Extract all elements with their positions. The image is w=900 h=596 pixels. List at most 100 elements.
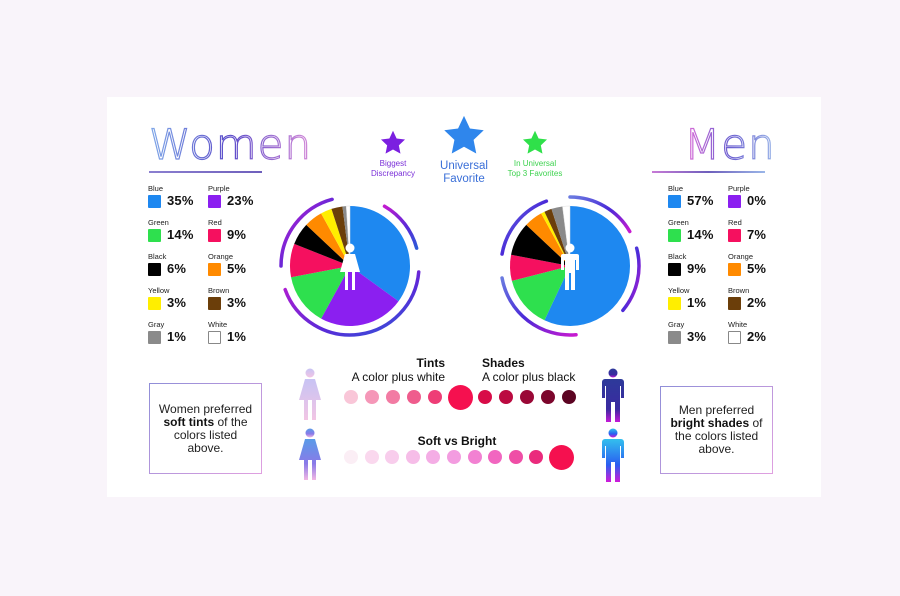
legend-item-black: Black 9% [668, 252, 728, 282]
color-dot [405, 450, 420, 464]
color-dot [344, 390, 358, 404]
pie-slice-blue [350, 206, 410, 302]
legend-label: White [728, 320, 748, 329]
tints-subtitle: A color plus white [351, 370, 445, 384]
pie-outer-ring [621, 246, 641, 313]
women-note-text: Women preferred soft tints of the colors… [158, 401, 253, 455]
men-note: Men preferred bright shades of the color… [660, 386, 773, 474]
color-dot [364, 450, 379, 464]
pie-slice-black [294, 224, 350, 266]
universal-favorite-label: Universal Favorite [429, 160, 499, 186]
color-dot [478, 390, 492, 404]
women-note: Women preferred soft tints of the colors… [149, 383, 262, 474]
legend-value: 2% [747, 329, 767, 344]
legend-label: Green [148, 218, 169, 227]
note-bold: soft tints [163, 414, 215, 429]
women-pie-chart [279, 197, 421, 337]
color-dot [520, 390, 534, 404]
svg-text:Women: Women [149, 121, 309, 169]
legend-value: 9% [687, 261, 707, 276]
legend-item-purple: Purple 0% [728, 184, 788, 214]
legend-label: Orange [728, 252, 754, 261]
legend-label: Blue [148, 184, 164, 193]
legend-value: 1% [167, 329, 187, 344]
green-star-icon [522, 130, 548, 154]
legend-label: Green [668, 218, 689, 227]
note-post: of the colors listed above. [674, 416, 763, 456]
label-line: Universal [440, 160, 488, 172]
color-dot [386, 390, 400, 404]
legend-label: Gray [148, 320, 165, 329]
legend-label: Gray [668, 320, 685, 329]
biggest-discrepancy-label: Biggest Discrepancy [363, 159, 423, 179]
note-pre: Men preferred [678, 403, 755, 417]
pie-outer-ring [500, 276, 578, 337]
color-dot [529, 450, 544, 464]
label-line: Top 3 Favorites [507, 169, 563, 178]
infographic-card: Women Men Blue 35% Purple 23% Green 14% Red 9% B… [107, 97, 821, 497]
label-line: In Universal [513, 159, 557, 168]
legend-label: Yellow [668, 286, 690, 295]
color-swatch [728, 263, 741, 276]
legend-value: 14% [687, 227, 714, 242]
color-dot [548, 444, 574, 470]
legend-item-purple: Purple 23% [208, 184, 268, 214]
legend-item-gray: Gray 3% [668, 320, 728, 350]
legend-item-blue: Blue 57% [668, 184, 728, 214]
legend-value: 1% [687, 295, 707, 310]
note-bold: bright shades [670, 416, 750, 430]
color-dot [488, 450, 503, 464]
legend-item-orange: Orange 5% [728, 252, 788, 282]
tints-title: Tints [416, 356, 445, 370]
man-figure-icon-dark [602, 368, 624, 422]
legend-item-blue: Blue 35% [148, 184, 208, 214]
color-dot [365, 390, 379, 404]
legend-label: Orange [208, 252, 234, 261]
pie-outer-ring [279, 197, 334, 268]
color-swatch [148, 297, 161, 310]
legend-label: Black [148, 252, 167, 261]
pie-slice-blue [544, 206, 630, 326]
color-swatch [668, 263, 681, 276]
pie-slice-gray [551, 206, 570, 266]
men-title-underline [652, 171, 765, 173]
color-dot [562, 390, 576, 404]
legend-label: Red [728, 218, 742, 227]
woman-figure-icon-light [299, 368, 321, 420]
legend-value: 5% [747, 261, 767, 276]
color-swatch [668, 195, 681, 208]
color-dot [428, 390, 442, 404]
shades-heading: Shades A color plus black [482, 356, 602, 384]
shades-title: Shades [482, 356, 525, 370]
legend-label: Purple [728, 184, 750, 193]
label-line: Discrepancy [370, 169, 415, 178]
note-pre: Women preferred [158, 401, 253, 416]
color-swatch [208, 195, 221, 208]
color-dot [467, 450, 482, 464]
legend-item-green: Green 14% [148, 218, 208, 248]
legend-value: 1% [227, 329, 247, 344]
color-dot [541, 390, 555, 404]
pie-slice-red [290, 243, 350, 278]
purple-star-icon [380, 130, 406, 154]
tints-heading: Tints A color plus white [343, 356, 445, 384]
legend-value: 5% [227, 261, 247, 276]
pie-outer-ring [283, 270, 421, 337]
legend-label: White [208, 320, 228, 329]
color-swatch [148, 195, 161, 208]
man-figure-icon-blue [602, 428, 624, 482]
legend-label: Black [668, 252, 687, 261]
blue-star-icon [444, 115, 484, 154]
legend-item-orange: Orange 5% [208, 252, 268, 282]
women-title-outline: Women [149, 121, 309, 169]
legend-label: Brown [208, 286, 230, 295]
women-title: Women [149, 121, 309, 169]
color-swatch [728, 195, 741, 208]
color-swatch [148, 331, 161, 344]
legend-value: 57% [687, 193, 714, 208]
biggest-discrepancy-key: Biggest Discrepancy [363, 129, 423, 179]
pie-outer-ring [382, 204, 419, 250]
color-swatch [728, 297, 741, 310]
legend-item-green: Green 14% [668, 218, 728, 248]
pie-slice-black [511, 224, 570, 266]
